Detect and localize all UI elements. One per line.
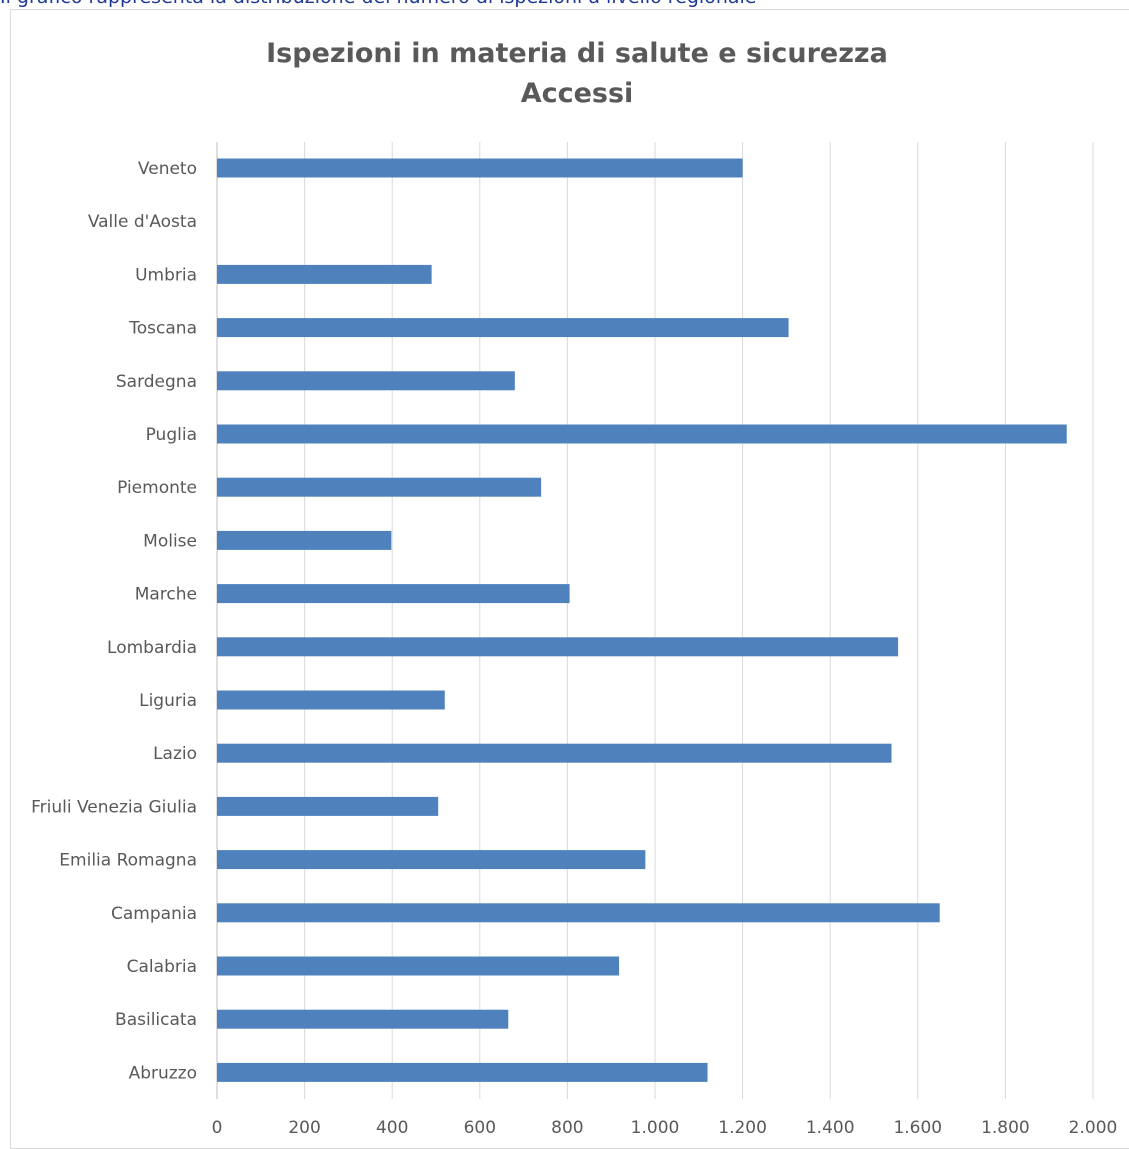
category-label: Valle d'Aosta — [88, 212, 197, 232]
x-tick-label: 0 — [212, 1118, 223, 1138]
category-label: Sardegna — [116, 372, 197, 392]
bar — [217, 318, 789, 338]
category-label: Marche — [135, 585, 197, 605]
bar — [217, 956, 620, 976]
category-label: Lombardia — [107, 638, 197, 658]
x-tick-label: 2.000 — [1069, 1118, 1118, 1138]
x-tick-label: 1.600 — [893, 1118, 942, 1138]
bar — [217, 1009, 509, 1029]
bar — [217, 264, 432, 284]
bars — [217, 158, 1067, 1082]
category-label: Toscana — [128, 319, 197, 339]
category-label: Veneto — [138, 159, 197, 179]
x-axis-tick-labels: 0 200 400 600 800 1.000 1.200 1.400 1.600 1.800 2.… — [212, 1118, 1118, 1138]
bar — [217, 1062, 708, 1082]
category-label: Umbria — [135, 265, 197, 285]
category-label: Emilia Romagna — [59, 851, 197, 871]
category-label: Abruzzo — [129, 1063, 197, 1083]
x-tick-label: 600 — [464, 1118, 496, 1138]
category-label: Lazio — [153, 744, 197, 764]
bar — [217, 158, 743, 178]
x-tick-label: 200 — [288, 1118, 320, 1138]
x-tick-label: 1.800 — [981, 1118, 1030, 1138]
bar — [217, 584, 570, 604]
x-tick-label: 800 — [551, 1118, 583, 1138]
bar — [217, 743, 892, 763]
x-tick-label: 400 — [376, 1118, 408, 1138]
x-tick-label: 1.200 — [718, 1118, 767, 1138]
category-label: Calabria — [127, 957, 197, 977]
bar — [217, 903, 940, 923]
bar — [217, 424, 1067, 444]
category-label: Piemonte — [117, 478, 197, 498]
bar — [217, 530, 392, 550]
gridlines — [216, 142, 1094, 1099]
category-label: Puglia — [146, 425, 197, 445]
category-labels: Veneto Valle d'Aosta Umbria Toscana Sardegna… — [31, 159, 197, 1083]
caption-text: Il grafico rappresenta la distribuzione … — [0, 0, 1129, 8]
bar — [217, 637, 899, 657]
bar — [217, 796, 439, 816]
x-tick-label: 1.400 — [806, 1118, 855, 1138]
category-label: Liguria — [139, 691, 197, 711]
bar — [217, 477, 542, 497]
bar — [217, 690, 445, 710]
category-label: Friuli Venezia Giulia — [31, 797, 197, 817]
chart-title: Ispezioni in materia di salute e sicurez… — [266, 38, 888, 109]
category-label: Campania — [111, 904, 197, 924]
bar — [217, 850, 646, 870]
category-label: Molise — [143, 531, 197, 551]
category-label: Basilicata — [115, 1010, 197, 1030]
bar — [217, 371, 515, 391]
chart-title-line-1: Ispezioni in materia di salute e sicurez… — [266, 38, 888, 69]
chart-title-line-2: Accessi — [521, 78, 634, 109]
x-tick-label: 1.000 — [631, 1118, 680, 1138]
